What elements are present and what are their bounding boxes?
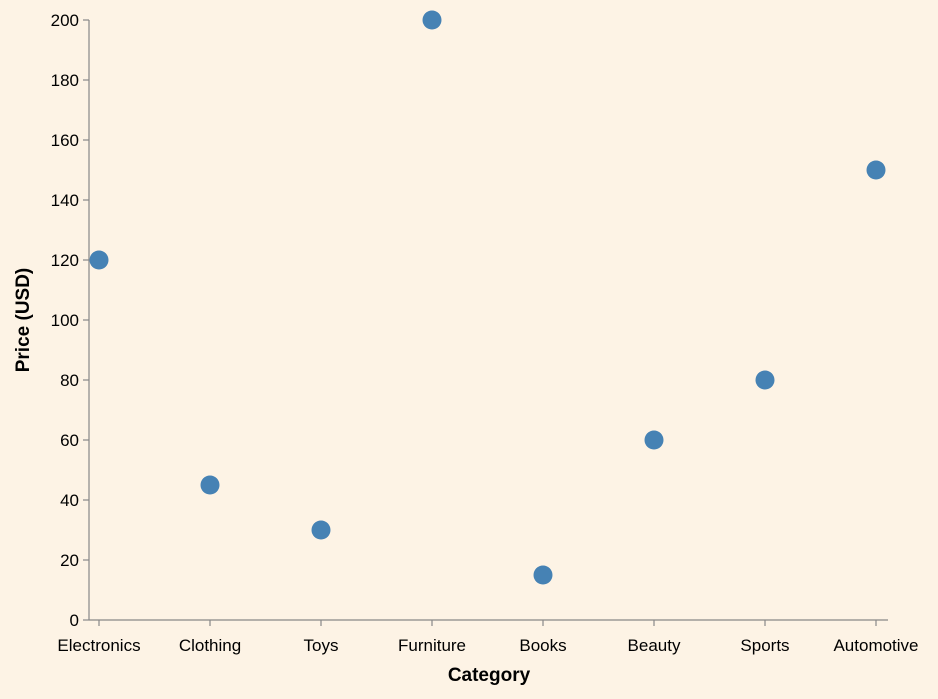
y-tick-label: 60 <box>60 431 79 450</box>
x-tick-label: Beauty <box>628 636 681 655</box>
y-tick-label: 140 <box>51 191 79 210</box>
x-tick-label: Clothing <box>179 636 241 655</box>
x-axis-title: Category <box>448 665 531 686</box>
y-tick-label: 200 <box>51 11 79 30</box>
y-tick-label: 20 <box>60 551 79 570</box>
y-tick-label: 120 <box>51 251 79 270</box>
y-tick-label: 180 <box>51 71 79 90</box>
data-point[interactable] <box>422 10 442 30</box>
data-point[interactable] <box>866 160 886 180</box>
data-points <box>89 10 886 585</box>
x-axis: Electronics Clothing Toys Furniture Books Bea… <box>57 619 919 655</box>
x-tick-label: Books <box>519 636 566 655</box>
y-tick-label: 0 <box>70 611 79 630</box>
x-tick-label: Automotive <box>833 636 918 655</box>
data-point[interactable] <box>200 475 220 495</box>
y-tick-label: 80 <box>60 371 79 390</box>
x-tick-label: Electronics <box>57 636 140 655</box>
y-axis: 0 20 40 60 80 100 120 140 160 180 200 <box>51 11 90 630</box>
y-tick-label: 40 <box>60 491 79 510</box>
x-tick-label: Sports <box>740 636 789 655</box>
data-point[interactable] <box>311 520 331 540</box>
data-point[interactable] <box>533 565 553 585</box>
data-point[interactable] <box>644 430 664 450</box>
x-tick-label: Furniture <box>398 636 466 655</box>
data-point[interactable] <box>89 250 109 270</box>
data-point[interactable] <box>755 370 775 390</box>
y-axis-title: Price (USD) <box>13 268 34 373</box>
y-tick-label: 160 <box>51 131 79 150</box>
y-tick-label: 100 <box>51 311 79 330</box>
x-tick-label: Toys <box>304 636 339 655</box>
